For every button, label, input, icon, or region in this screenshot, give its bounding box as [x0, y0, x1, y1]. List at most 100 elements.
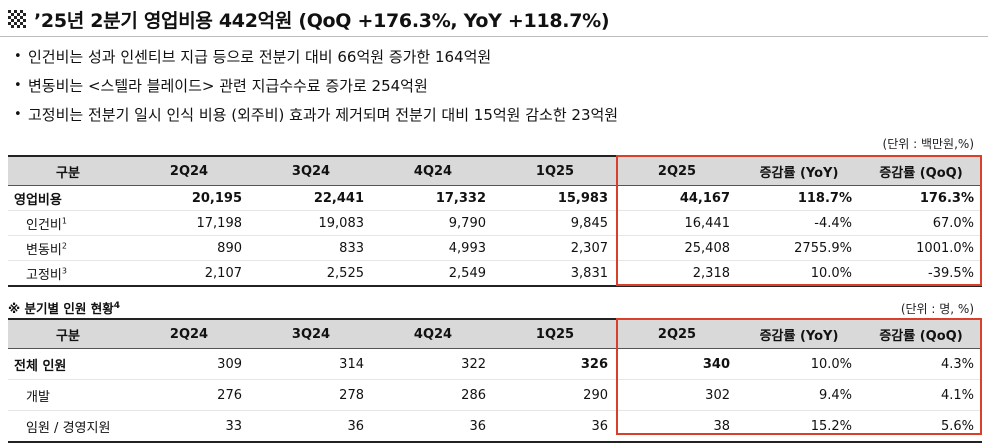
table-cell: 10.0% — [738, 260, 860, 287]
table-row: 전체 인원 309 314 322 326 340 10.0% 4.3% — [8, 348, 982, 380]
bullet-text: 고정비는 전분기 일시 인식 비용 (외주비) 효과가 제거되며 전분기 대비 … — [28, 105, 619, 124]
table-cell: 2,525 — [250, 260, 372, 287]
title-row: ’25년 2분기 영업비용 442억원 (QoQ +176.3%, YoY +1… — [8, 4, 610, 34]
table-row: 변동비2 890 833 4,993 2,307 25,408 2755.9% … — [8, 235, 982, 261]
table-cell: 286 — [372, 379, 494, 411]
table-cell: 33 — [128, 410, 250, 443]
table-cell: -4.4% — [738, 210, 860, 236]
table-cell: 322 — [372, 348, 494, 380]
table-cell: 44,167 — [616, 185, 738, 211]
footnote-marker: 3 — [61, 266, 67, 276]
table-cell: 302 — [616, 379, 738, 411]
table-cell: -39.5% — [860, 260, 982, 287]
table-row: 임원 / 경영지원 33 36 36 36 38 15.2% 5.6% — [8, 410, 982, 443]
column-header: 1Q25 — [494, 318, 616, 349]
table-cell: 4.1% — [860, 379, 982, 411]
column-header: 증감률 (QoQ) — [860, 318, 982, 349]
table2-unit: (단위 : 명, %) — [900, 302, 974, 316]
row-label: 전체 인원 — [8, 348, 128, 380]
table-cell: 9,790 — [372, 210, 494, 236]
table-row: 고정비3 2,107 2,525 2,549 3,831 2,318 10.0%… — [8, 260, 982, 287]
operating-cost-table: 구분 2Q24 3Q24 4Q24 1Q25 2Q25 증감률 (YoY) 증감… — [8, 155, 982, 287]
table-cell: 290 — [494, 379, 616, 411]
checkerboard-icon — [8, 10, 26, 28]
row-label: 인건비1 — [8, 210, 128, 236]
headcount-table: 구분 2Q24 3Q24 4Q24 1Q25 2Q25 증감률 (YoY) 증감… — [8, 318, 982, 443]
row-label-text: 변동비 — [26, 242, 62, 258]
row-label: 영업비용 — [8, 185, 128, 211]
table-cell: 118.7% — [738, 185, 860, 211]
table-row: 인건비1 17,198 19,083 9,790 9,845 16,441 -4… — [8, 210, 982, 236]
bullet-list: • 인건비는 성과 인센티브 지급 등으로 전분기 대비 66억원 증가한 164… — [14, 42, 618, 129]
column-header: 2Q25 — [616, 155, 738, 186]
column-header: 증감률 (YoY) — [738, 318, 860, 349]
column-header: 4Q24 — [372, 318, 494, 349]
table-cell: 36 — [494, 410, 616, 443]
table-cell: 2,318 — [616, 260, 738, 287]
table-cell: 4.3% — [860, 348, 982, 380]
title-divider — [0, 36, 988, 37]
table-cell: 20,195 — [128, 185, 250, 211]
table-cell: 15.2% — [738, 410, 860, 443]
bullet-item: • 인건비는 성과 인센티브 지급 등으로 전분기 대비 66억원 증가한 164… — [14, 42, 618, 71]
bullet-text: 변동비는 <스텔라 블레이드> 관련 지급수수료 증가로 254억원 — [28, 76, 428, 95]
table-cell: 340 — [616, 348, 738, 380]
table-header-row: 구분 2Q24 3Q24 4Q24 1Q25 2Q25 증감률 (YoY) 증감… — [8, 318, 982, 349]
row-label: 변동비2 — [8, 235, 128, 261]
table-cell: 2755.9% — [738, 235, 860, 261]
bullet-marker: • — [14, 106, 22, 122]
table-cell: 38 — [616, 410, 738, 443]
table-cell: 2,107 — [128, 260, 250, 287]
headcount-subtitle: ※ 분기별 인원 현황4 — [8, 298, 120, 317]
table-cell: 833 — [250, 235, 372, 261]
table-cell: 22,441 — [250, 185, 372, 211]
table-cell: 276 — [128, 379, 250, 411]
table-cell: 2,307 — [494, 235, 616, 261]
table-row: 개발 276 278 286 290 302 9.4% 4.1% — [8, 379, 982, 411]
table-cell: 3,831 — [494, 260, 616, 287]
table-cell: 10.0% — [738, 348, 860, 380]
bullet-marker: • — [14, 77, 22, 93]
table-cell: 25,408 — [616, 235, 738, 261]
table-cell: 890 — [128, 235, 250, 261]
bullet-item: • 고정비는 전분기 일시 인식 비용 (외주비) 효과가 제거되며 전분기 대비… — [14, 100, 618, 129]
column-header: 2Q24 — [128, 155, 250, 186]
table-cell: 17,198 — [128, 210, 250, 236]
table-cell: 326 — [494, 348, 616, 380]
row-label-text: 인건비 — [26, 217, 62, 233]
table-cell: 309 — [128, 348, 250, 380]
table-cell: 278 — [250, 379, 372, 411]
column-header: 구분 — [8, 318, 128, 349]
table-cell: 314 — [250, 348, 372, 380]
table-row: 영업비용 20,195 22,441 17,332 15,983 44,167 … — [8, 185, 982, 211]
bullet-text: 인건비는 성과 인센티브 지급 등으로 전분기 대비 66억원 증가한 164억… — [28, 47, 492, 66]
table-cell: 5.6% — [860, 410, 982, 443]
table-cell: 176.3% — [860, 185, 982, 211]
table-cell: 2,549 — [372, 260, 494, 287]
subtitle-text: ※ 분기별 인원 현황 — [8, 301, 114, 316]
column-header: 3Q24 — [250, 155, 372, 186]
table-header-row: 구분 2Q24 3Q24 4Q24 1Q25 2Q25 증감률 (YoY) 증감… — [8, 155, 982, 186]
table-cell: 1001.0% — [860, 235, 982, 261]
table-cell: 4,993 — [372, 235, 494, 261]
column-header: 2Q24 — [128, 318, 250, 349]
table-cell: 36 — [372, 410, 494, 443]
bullet-item: • 변동비는 <스텔라 블레이드> 관련 지급수수료 증가로 254억원 — [14, 71, 618, 100]
table-cell: 16,441 — [616, 210, 738, 236]
column-header: 2Q25 — [616, 318, 738, 349]
table-cell: 19,083 — [250, 210, 372, 236]
table1-unit: (단위 : 백만원,%) — [882, 137, 974, 151]
row-label: 고정비3 — [8, 260, 128, 287]
table-cell: 9.4% — [738, 379, 860, 411]
column-header: 증감률 (YoY) — [738, 155, 860, 186]
row-label-text: 고정비 — [26, 267, 62, 283]
column-header: 증감률 (QoQ) — [860, 155, 982, 186]
page-title: ’25년 2분기 영업비용 442억원 (QoQ +176.3%, YoY +1… — [34, 9, 610, 32]
bullet-marker: • — [14, 48, 22, 64]
column-header: 구분 — [8, 155, 128, 186]
column-header: 3Q24 — [250, 318, 372, 349]
table-cell: 17,332 — [372, 185, 494, 211]
footnote-marker: 4 — [113, 300, 120, 311]
column-header: 4Q24 — [372, 155, 494, 186]
table-cell: 67.0% — [860, 210, 982, 236]
